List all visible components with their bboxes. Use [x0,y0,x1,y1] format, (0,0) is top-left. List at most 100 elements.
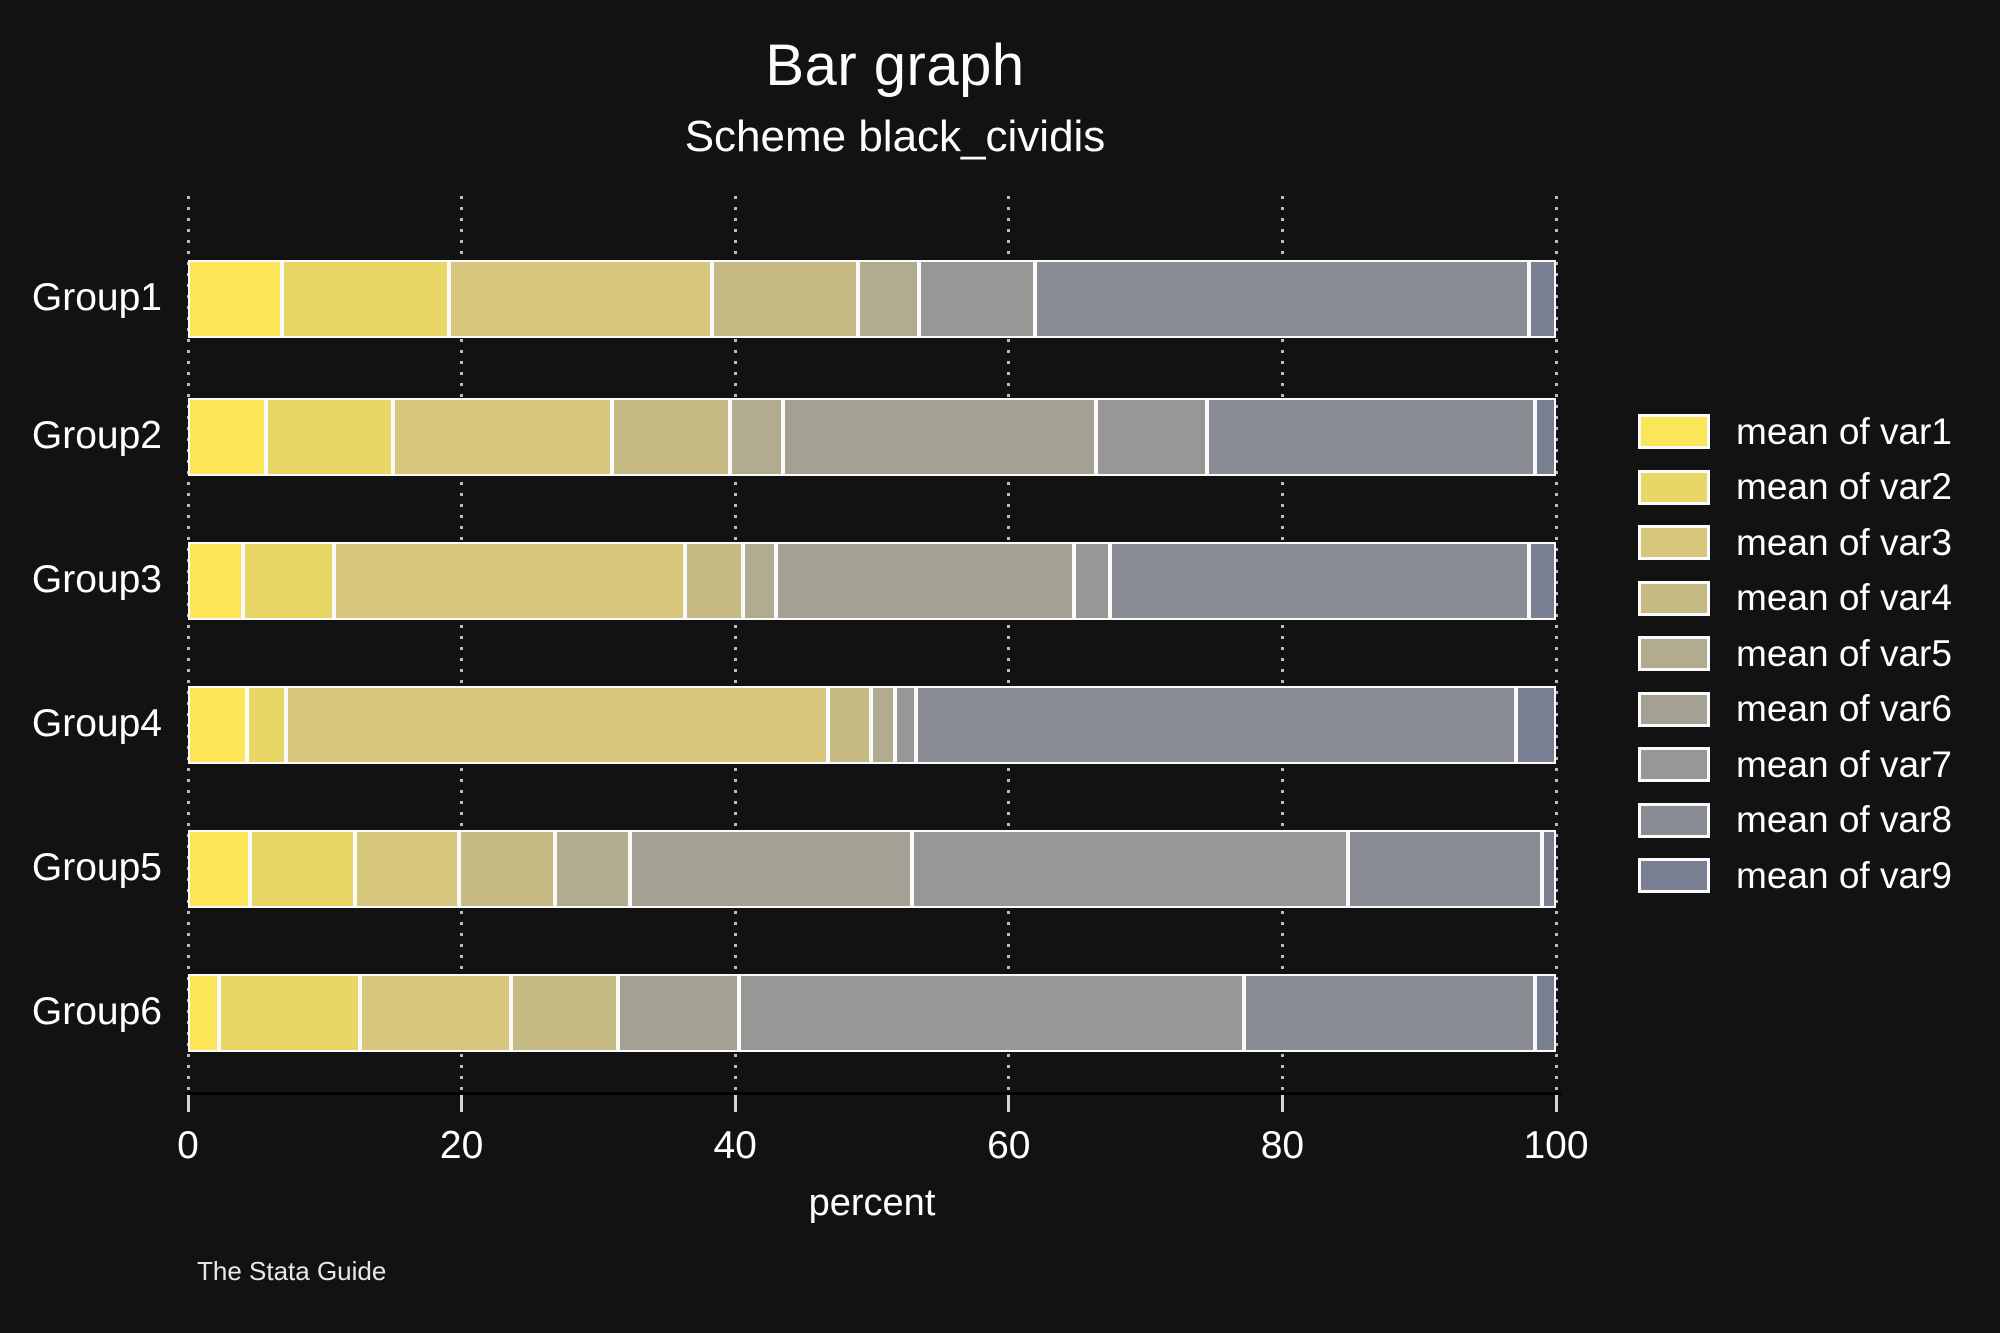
legend-label: mean of var9 [1736,854,1952,896]
legend-swatch [1638,802,1710,838]
group-label: Group5 [31,846,162,889]
bar-segment [1348,830,1543,908]
footer-credit: The Stata Guide [197,1256,387,1286]
legend-label: mean of var1 [1736,410,1952,452]
bar-segment [1516,686,1556,764]
bar-row [188,260,1556,338]
x-axis-line [185,1092,1561,1095]
gridline [460,196,464,1093]
legend-item: mean of var4 [1638,571,1952,627]
bar-segment [282,260,450,338]
bar-row [188,686,1556,764]
legend-item: mean of var6 [1638,682,1952,738]
legend-swatch [1638,414,1710,450]
group-label: Group1 [31,276,162,319]
x-tick [1280,1095,1284,1112]
legend-swatch [1638,580,1710,616]
bar-segment [249,830,355,908]
legend-label: mean of var5 [1736,632,1952,674]
legend-label: mean of var4 [1736,577,1952,619]
gridline [1007,196,1011,1093]
bar-segment [458,830,555,908]
bar-segment [246,686,287,764]
bar-segment [911,830,1349,908]
x-tick [460,1095,464,1112]
bar-segment [1535,974,1556,1052]
bar-segment [1207,398,1536,476]
bar-segment [393,398,613,476]
gridline [1280,196,1284,1093]
x-tick [186,1095,190,1112]
plot-area [186,196,1558,1093]
legend-label: mean of var6 [1736,688,1952,730]
bar-segment [1034,260,1529,338]
bar-segment [265,398,394,476]
group-label: Group6 [31,990,162,1033]
bar-segment [895,686,916,764]
bar-segment [783,398,1097,476]
legend-label: mean of var3 [1736,521,1952,563]
bar-segment [828,686,871,764]
bar-segment [1244,974,1536,1052]
bar-segment [188,686,247,764]
bar-segment [918,260,1035,338]
legend-label: mean of var7 [1736,743,1952,785]
bar-segment [684,542,744,620]
bar-segment [1096,398,1208,476]
legend-item: mean of var3 [1638,515,1952,571]
bar-row [188,542,1556,620]
bar-segment [1535,398,1556,476]
legend-swatch [1638,747,1710,783]
bar-segment [1110,542,1529,620]
bar-segment [188,398,266,476]
legend: mean of var1 mean of var2 mean of var3 mean… [1638,404,1952,904]
x-tick [1007,1095,1011,1112]
bar-segment [858,260,919,338]
gridline [1554,196,1558,1093]
legend-item: mean of var7 [1638,737,1952,793]
bar-segment [711,260,859,338]
legend-item: mean of var5 [1638,626,1952,682]
bar-segment [1528,542,1556,620]
bar-segment [729,398,784,476]
x-tick-label: 100 [1523,1124,1589,1167]
legend-label: mean of var8 [1736,799,1952,841]
bar-segment [360,974,511,1052]
chart-title: Bar graph [765,33,1025,98]
legend-item: mean of var1 [1638,404,1952,460]
x-axis-title: percent [808,1182,936,1224]
bar-segment [554,830,630,908]
x-tick [733,1095,737,1112]
bar-segment [188,542,243,620]
legend-swatch [1638,469,1710,505]
bar-segment [1542,830,1556,908]
legend-item: mean of var2 [1638,460,1952,516]
bar-segment [334,542,685,620]
legend-swatch [1638,636,1710,672]
group-label: Group3 [31,558,162,601]
x-tick [1554,1095,1558,1112]
gridline [186,196,190,1093]
bar-segment [1074,542,1111,620]
bar-row [188,398,1556,476]
bar-segment [1528,260,1556,338]
bar-row [188,830,1556,908]
legend-swatch [1638,691,1710,727]
bar-segment [915,686,1517,764]
bar-segment [617,974,740,1052]
bar-segment [188,974,220,1052]
bar-segment [739,974,1245,1052]
bar-segment [612,398,730,476]
legend-swatch [1638,525,1710,561]
x-tick-label: 60 [987,1124,1031,1167]
bar-segment [286,686,829,764]
bar-segment [242,542,335,620]
bar-segment [449,260,712,338]
bar-segment [188,260,283,338]
legend-item: mean of var8 [1638,793,1952,849]
legend-label: mean of var2 [1736,466,1952,508]
gridline [733,196,737,1093]
bar-segment [510,974,618,1052]
x-tick-label: 0 [177,1124,199,1167]
x-tick-label: 20 [439,1124,484,1167]
